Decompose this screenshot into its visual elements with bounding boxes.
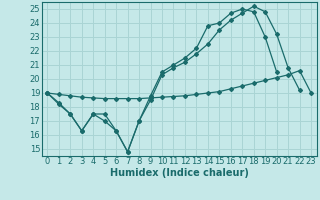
X-axis label: Humidex (Indice chaleur): Humidex (Indice chaleur) [110, 168, 249, 178]
